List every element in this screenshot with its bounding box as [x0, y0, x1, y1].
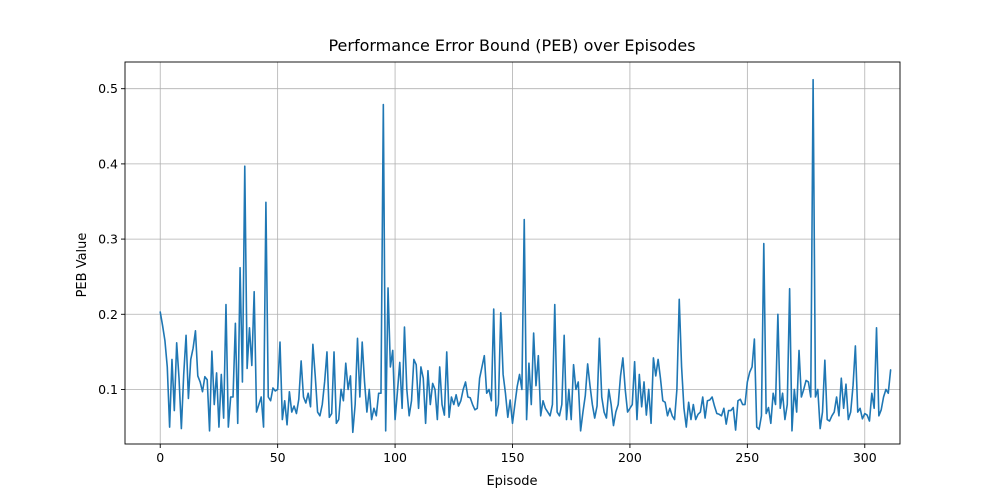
x-tick-label: 50	[270, 450, 286, 465]
chart-title: Performance Error Bound (PEB) over Episo…	[328, 36, 695, 55]
x-tick-label: 300	[853, 450, 877, 465]
x-tick-label: 150	[501, 450, 525, 465]
x-tick-label: 250	[735, 450, 759, 465]
x-axis-label: Episode	[486, 474, 537, 489]
y-tick-label: 0.5	[98, 81, 118, 96]
line-layer	[159, 78, 892, 434]
grid-layer	[125, 62, 900, 444]
y-tick-label: 0.3	[98, 232, 118, 247]
axes-layer: 0 50 100 150 200 250 300 0.1 0.2 0.3 0.4 0.5	[98, 61, 901, 465]
x-tick-label: 0	[156, 450, 164, 465]
x-tick-label: 200	[618, 450, 642, 465]
series-line-peb	[159, 78, 892, 434]
y-tick-label: 0.4	[98, 156, 118, 171]
y-tick-label: 0.2	[98, 307, 118, 322]
y-tick-label: 0.1	[98, 382, 118, 397]
x-tick-label: 100	[383, 450, 407, 465]
y-axis-label: PEB Value	[75, 233, 90, 298]
